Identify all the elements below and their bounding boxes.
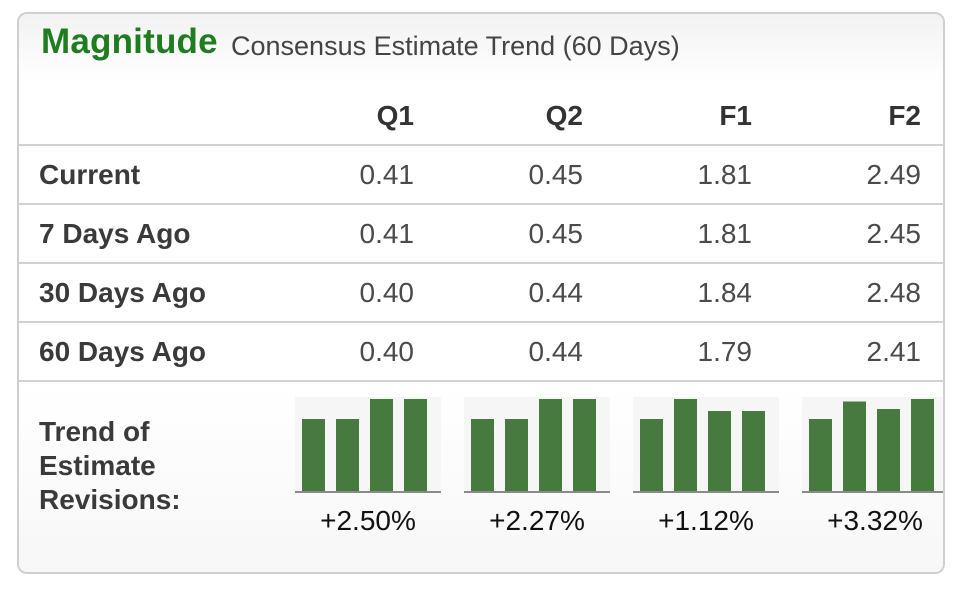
trend-bar [640, 419, 663, 491]
cell-value: 0.40 [279, 263, 448, 323]
cell-value: 0.45 [448, 204, 617, 264]
trend-bar [742, 411, 765, 491]
trend-bar [674, 399, 697, 491]
trend-label: Trend of Estimate Revisions: [39, 415, 239, 517]
column-header-q1: Q1 [279, 87, 448, 146]
card-header: Magnitude Consensus Estimate Trend (60 D… [19, 14, 943, 80]
trend-bar [404, 399, 427, 491]
row-label: 7 Days Ago [19, 204, 279, 264]
trend-cell-f1: +1.12% [633, 397, 779, 537]
chart-baseline [295, 491, 441, 493]
cell-value: 1.81 [617, 145, 786, 205]
card-subtitle: Consensus Estimate Trend (60 Days) [231, 31, 680, 61]
estimate-table: Q1 Q2 F1 F2 Current 0.41 0.45 1.81 2.49 … [19, 87, 943, 382]
cell-value: 0.45 [448, 145, 617, 205]
trend-bar [539, 399, 562, 491]
cell-value: 2.49 [786, 145, 943, 205]
cell-value: 1.81 [617, 204, 786, 264]
table-row: 60 Days Ago 0.40 0.44 1.79 2.41 [19, 322, 943, 382]
trend-bar [471, 419, 494, 491]
cell-value: 0.40 [279, 322, 448, 382]
column-header-q2: Q2 [448, 87, 617, 146]
estimate-trend-card: Magnitude Consensus Estimate Trend (60 D… [17, 12, 945, 574]
cell-value: 2.41 [786, 322, 943, 382]
trend-section: Trend of Estimate Revisions: +2.50% +2.2… [19, 387, 943, 572]
cell-value: 1.84 [617, 263, 786, 323]
cell-value: 2.48 [786, 263, 943, 323]
trend-percent-q2: +2.27% [489, 505, 585, 536]
chart-baseline [464, 491, 610, 493]
cell-value: 0.41 [279, 145, 448, 205]
trend-cell-q2: +2.27% [464, 397, 610, 537]
table-row: 7 Days Ago 0.41 0.45 1.81 2.45 [19, 204, 943, 264]
trend-percent-f2: +3.32% [827, 505, 923, 536]
trend-percent-q1: +2.50% [320, 505, 416, 536]
column-header-f2: F2 [786, 87, 943, 146]
cell-value: 1.79 [617, 322, 786, 382]
trend-bar [505, 419, 528, 491]
header-blank [19, 87, 279, 146]
trend-chart-f2 [802, 397, 943, 493]
cell-value: 2.45 [786, 204, 943, 264]
trend-bar [708, 411, 731, 491]
chart-baseline [633, 491, 779, 493]
cell-value: 0.44 [448, 263, 617, 323]
table-row: 30 Days Ago 0.40 0.44 1.84 2.48 [19, 263, 943, 323]
trend-bar [843, 401, 866, 491]
trend-bar [877, 409, 900, 491]
trend-chart-q1 [295, 397, 441, 493]
table-row: Current 0.41 0.45 1.81 2.49 [19, 145, 943, 205]
trend-bar [573, 399, 596, 491]
trend-percent-f1: +1.12% [658, 505, 754, 536]
trend-bar [336, 419, 359, 491]
trend-label-line: Trend of [39, 416, 150, 447]
brand-title: Magnitude [41, 22, 218, 61]
row-label: Current [19, 145, 279, 205]
cell-value: 0.44 [448, 322, 617, 382]
trend-chart-q2 [464, 397, 610, 493]
trend-cell-q1: +2.50% [295, 397, 441, 537]
chart-baseline [802, 491, 943, 493]
trend-bar [302, 419, 325, 491]
row-label: 60 Days Ago [19, 322, 279, 382]
trend-bar [809, 419, 832, 491]
cell-value: 0.41 [279, 204, 448, 264]
table-header-row: Q1 Q2 F1 F2 [19, 87, 943, 146]
trend-bar [370, 399, 393, 491]
trend-label-line: Revisions: [39, 484, 181, 515]
trend-bar [911, 399, 934, 491]
trend-cell-f2: +3.32% [802, 397, 943, 537]
column-header-f1: F1 [617, 87, 786, 146]
row-label: 30 Days Ago [19, 263, 279, 323]
trend-chart-f1 [633, 397, 779, 493]
trend-label-line: Estimate [39, 450, 156, 481]
